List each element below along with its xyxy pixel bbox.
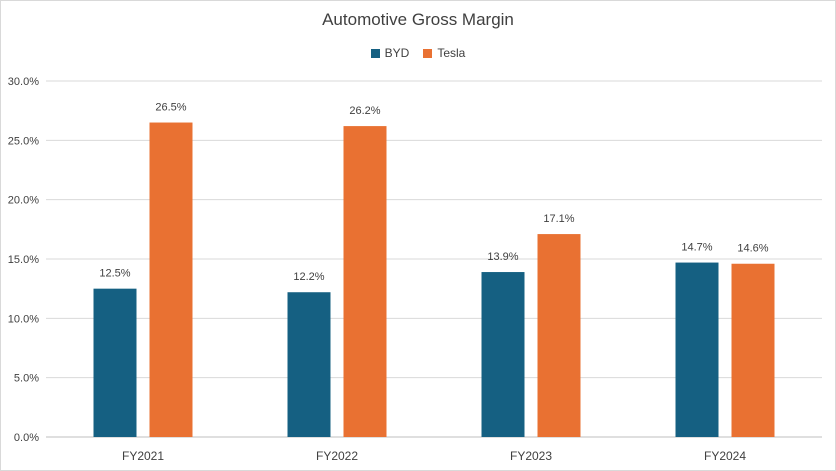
- legend-swatch-byd: [370, 48, 380, 58]
- data-label: 26.5%: [155, 102, 186, 114]
- bar-byd-fy2024: [675, 262, 719, 437]
- bar-byd-fy2023: [481, 272, 525, 437]
- bar-tesla-fy2023: [537, 234, 581, 437]
- data-label: 12.5%: [99, 268, 130, 280]
- x-tick-label: FY2024: [704, 449, 746, 463]
- legend-swatch-tesla: [423, 48, 433, 58]
- data-label: 26.2%: [349, 105, 380, 117]
- chart-title: Automotive Gross Margin: [322, 10, 514, 29]
- bar-tesla-fy2024: [731, 263, 775, 437]
- y-tick-label: 30.0%: [8, 76, 39, 88]
- x-tick-label: FY2023: [510, 449, 552, 463]
- data-label: 17.1%: [543, 213, 574, 225]
- data-label: 12.2%: [293, 271, 324, 283]
- bar-tesla-fy2021: [149, 122, 193, 438]
- data-label: 14.6%: [737, 243, 768, 255]
- legend-label-byd: BYD: [384, 46, 410, 60]
- legend-label-tesla: Tesla: [437, 46, 466, 60]
- data-label: 13.9%: [487, 251, 518, 263]
- legend-item-tesla: Tesla: [423, 46, 465, 60]
- bar-byd-fy2022: [287, 292, 331, 437]
- x-tick-label: FY2022: [316, 449, 358, 463]
- y-tick-label: 10.0%: [8, 313, 39, 325]
- y-tick-label: 0.0%: [14, 432, 39, 444]
- legend: BYD Tesla: [0, 46, 836, 60]
- legend-item-byd: BYD: [370, 46, 410, 60]
- y-tick-label: 15.0%: [8, 254, 39, 266]
- bar-byd-fy2021: [93, 288, 137, 437]
- x-tick-label: FY2021: [122, 449, 164, 463]
- bar-tesla-fy2022: [343, 126, 387, 438]
- y-tick-label: 5.0%: [14, 373, 39, 385]
- y-tick-label: 20.0%: [8, 195, 39, 207]
- data-label: 14.7%: [681, 242, 712, 254]
- y-tick-label: 25.0%: [8, 135, 39, 147]
